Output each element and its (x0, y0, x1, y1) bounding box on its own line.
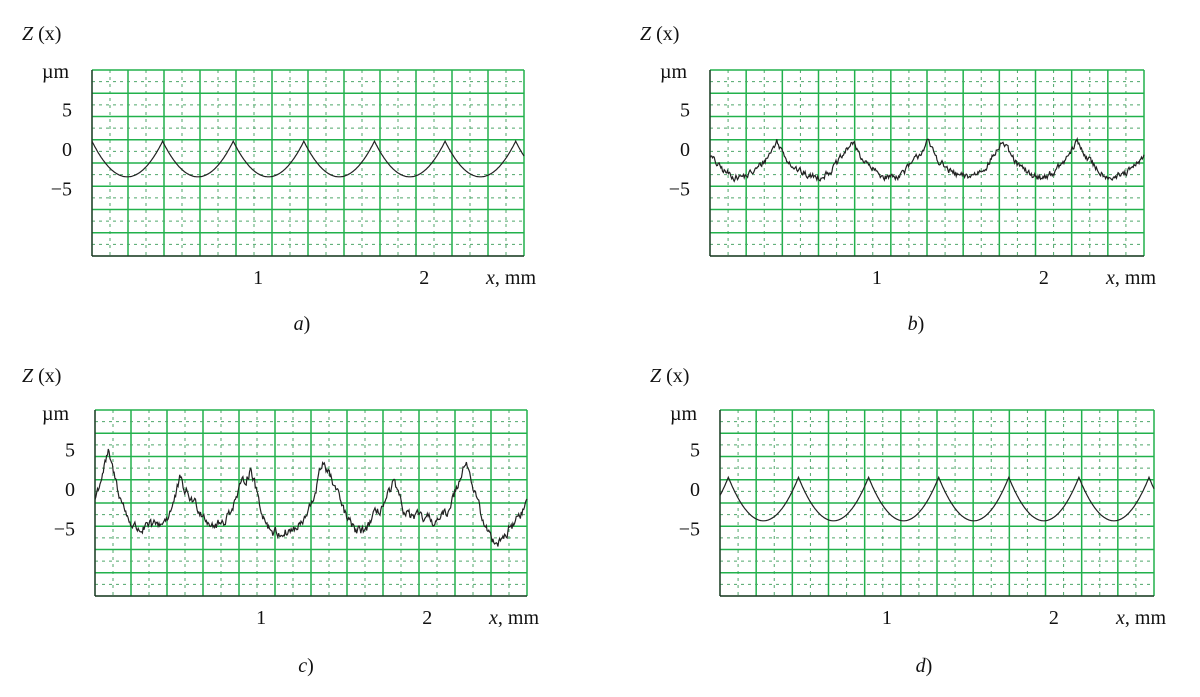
y-tick-label: −5 (679, 519, 700, 541)
y-tick-label: 5 (690, 440, 700, 462)
y-axis-unit: µm (660, 61, 688, 83)
y-tick-label: 5 (680, 100, 690, 122)
grid (91, 69, 525, 257)
panel-caption: b) (908, 313, 925, 335)
profile-line (719, 475, 1155, 522)
y-axis-unit: µm (670, 403, 698, 425)
x-axis-label: x, mm (1105, 267, 1156, 289)
panel-caption-letter: d (916, 655, 927, 677)
y-axis-label: Z (x) (650, 365, 689, 387)
y-tick-label: 0 (65, 479, 75, 501)
x-axis-label-unit: , mm (1115, 267, 1157, 289)
x-axis-label-name: x (1105, 267, 1115, 289)
y-tick-label: −5 (51, 179, 72, 201)
y-axis-unit: µm (42, 61, 70, 83)
y-axis-label: Z (x) (22, 23, 61, 45)
x-axis-label-unit: , mm (1125, 607, 1167, 629)
x-tick-label: 2 (1039, 267, 1049, 289)
x-tick-label: 2 (1049, 607, 1059, 629)
x-axis-label-unit: , mm (495, 267, 537, 289)
x-axis-label-name: x (1115, 607, 1125, 629)
y-axis-label-arg: (x) (38, 365, 61, 387)
x-tick-label: 2 (419, 267, 429, 289)
panel-caption-paren: ) (307, 655, 314, 677)
x-axis-label: x, mm (488, 607, 539, 629)
y-axis-label-arg: (x) (38, 23, 61, 45)
panel-caption-letter: b (908, 313, 918, 335)
y-axis-label: Z (x) (22, 365, 61, 387)
profile-line (94, 448, 528, 547)
y-axis-label: Z (x) (640, 23, 679, 45)
chart-panel-b: 5 0 −5 1 2 Z (x) µm x, mm b) (640, 23, 1156, 335)
panel-caption-letter: a (294, 313, 304, 335)
y-tick-label: 5 (65, 440, 75, 462)
y-axis-label-arg: (x) (666, 365, 689, 387)
y-axis-label-name: Z (22, 365, 34, 387)
x-axis-label-unit: , mm (498, 607, 540, 629)
x-tick-label: 1 (253, 267, 263, 289)
y-axis-label-name: Z (22, 23, 34, 45)
panel-caption-paren: ) (918, 313, 925, 335)
x-tick-label: 1 (256, 607, 266, 629)
x-axis-label: x, mm (485, 267, 536, 289)
y-tick-label: 0 (680, 139, 690, 161)
x-axis-label-name: x (485, 267, 495, 289)
y-tick-label: −5 (669, 179, 690, 201)
profile-line (709, 136, 1145, 183)
chart-panel-d: 5 0 −5 1 2 Z (x) µm x, mm d) (650, 365, 1166, 677)
panel-caption-paren: ) (926, 655, 933, 677)
profile-line (91, 139, 525, 178)
panel-caption: d) (916, 655, 933, 677)
x-axis-label: x, mm (1115, 607, 1166, 629)
x-tick-label: 1 (882, 607, 892, 629)
chart-panel-a: 5 0 −5 1 2 Z (x) µm x, mm a) (22, 23, 536, 335)
y-axis-unit: µm (42, 403, 70, 425)
x-axis-label-name: x (488, 607, 498, 629)
panel-caption-letter: c (298, 655, 307, 677)
panel-caption: c) (298, 655, 314, 677)
y-axis-label-name: Z (650, 365, 662, 387)
y-axis-label-name: Z (640, 23, 652, 45)
chart-panel-c: 5 0 −5 1 2 Z (x) µm x, mm c) (22, 365, 539, 677)
y-tick-label: 0 (690, 479, 700, 501)
panel-caption: a) (294, 313, 311, 335)
panel-caption-paren: ) (304, 313, 311, 335)
x-tick-label: 1 (872, 267, 882, 289)
y-tick-label: −5 (54, 519, 75, 541)
x-tick-label: 2 (422, 607, 432, 629)
y-axis-label-arg: (x) (656, 23, 679, 45)
y-tick-label: 0 (62, 139, 72, 161)
y-tick-label: 5 (62, 100, 72, 122)
